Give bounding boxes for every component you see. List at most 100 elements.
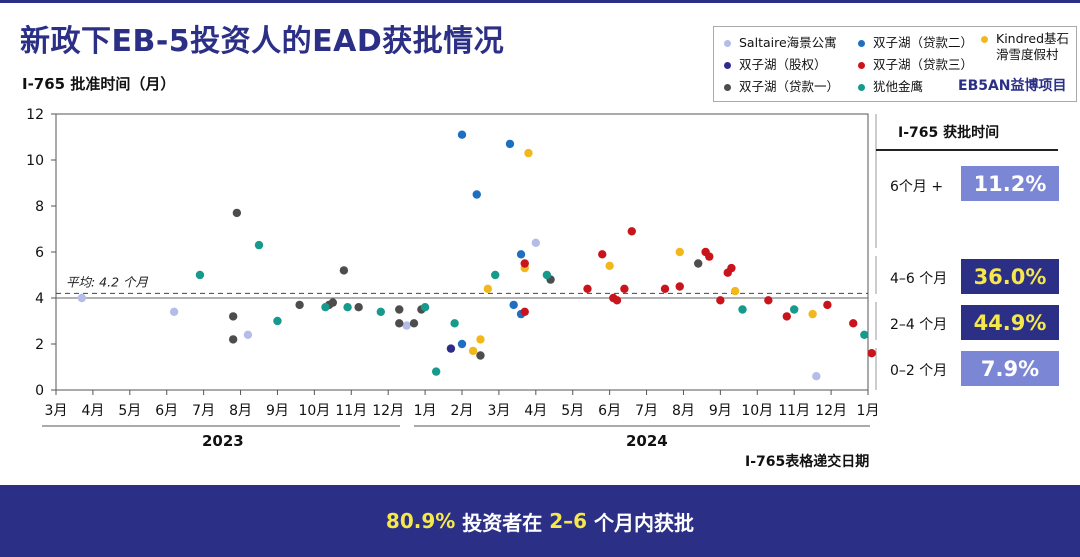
data-point-series-5 (228, 312, 238, 321)
legend-item-twin-lakes-equity: 双子湖（股权） (724, 57, 827, 73)
data-point-series-5 (395, 319, 404, 328)
top-accent-line (0, 0, 1080, 3)
data-point-series-4 (764, 296, 773, 305)
y-tick-label: 8 (35, 199, 44, 215)
data-point-series-4 (705, 252, 714, 261)
data-point-series-4 (627, 227, 636, 236)
data-point-series-6 (542, 270, 552, 280)
legend-item-kindred: Kindred基石滑雪度假村 (981, 31, 1073, 63)
data-point-series-2 (675, 247, 684, 257)
x-tick-label: 6月 (598, 403, 621, 419)
legend-label: 犹他金鹰 (873, 79, 924, 94)
data-point-series-5 (409, 319, 419, 328)
x-tick-label: 2月 (451, 403, 474, 419)
band-value-6plus: 11.2% (961, 166, 1059, 201)
legend-label: 双子湖（贷款三） (873, 57, 974, 72)
data-point-series-0 (243, 330, 253, 339)
data-point-series-5 (328, 298, 338, 307)
data-point-series-2 (808, 309, 817, 319)
x-tick-label: 8月 (672, 403, 695, 419)
data-point-series-4 (727, 263, 736, 273)
x-tick-label: 8月 (229, 403, 252, 419)
banner-text-2: 个月内获批 (587, 510, 695, 535)
legend-item-utah-golden-eagle: 犹他金鹰 (858, 79, 923, 95)
y-tick-label: 6 (35, 245, 44, 261)
data-point-series-5 (339, 266, 349, 275)
x-tick-label: 3月 (45, 403, 68, 419)
x-tick-label: 4月 (524, 403, 547, 419)
band-label-2-4: 2–4 个月 (890, 317, 948, 333)
page-title: 新政下EB-5投资人的EAD获批情况 (20, 24, 505, 59)
legend-marker (724, 84, 731, 91)
legend-label: 双子湖（贷款二） (873, 35, 974, 50)
x-tick-label: 11月 (335, 403, 367, 419)
data-point-series-6 (376, 307, 385, 316)
banner-text-1: 投资者在 (455, 510, 550, 535)
data-point-series-5 (476, 351, 485, 360)
banner-range: 2–6 (549, 509, 588, 533)
year-label-2024: 2024 (626, 432, 668, 450)
data-point-series-4 (823, 300, 832, 310)
x-tick-label: 4月 (81, 403, 104, 419)
summary-banner: 80.9% 投资者在 2–6 个月内获批 (0, 485, 1080, 557)
brand-label: EB5AN益博项目 (958, 78, 1067, 94)
x-tick-label: 9月 (266, 403, 289, 419)
y-tick-label: 12 (26, 107, 44, 123)
data-point-series-4 (520, 259, 529, 268)
band-label-0-2: 0–2 个月 (890, 363, 948, 379)
x-tick-label: 9月 (709, 403, 732, 419)
side-panel-title: I-765 获批时间 (898, 125, 1000, 141)
x-tick-label: 5月 (118, 403, 141, 419)
data-point-series-6 (450, 319, 459, 328)
band-label-6plus: 6个月 + (890, 179, 944, 195)
data-point-series-4 (598, 250, 607, 259)
data-point-series-0 (402, 321, 411, 330)
legend-label: Saltaire海景公寓 (739, 35, 837, 50)
data-point-series-6 (431, 367, 441, 376)
plot-frame (55, 113, 869, 391)
legend-marker (858, 84, 865, 91)
legend-item-twin-lakes-loan-1: 双子湖（贷款一） (724, 79, 839, 95)
data-point-series-1 (457, 130, 467, 139)
data-point-series-6 (254, 240, 264, 250)
data-point-series-0 (169, 307, 179, 316)
legend-label: 双子湖（股权） (739, 57, 827, 72)
data-point-series-4 (675, 282, 684, 291)
y-tick-label: 2 (35, 337, 44, 353)
x-tick-label: 12月 (815, 403, 847, 419)
x-tick-label: 1月 (857, 403, 880, 419)
data-point-series-4 (612, 296, 622, 305)
data-point-series-4 (849, 319, 858, 328)
data-point-series-6 (321, 303, 330, 312)
data-point-series-1 (457, 339, 467, 349)
y-tick-label: 0 (35, 383, 44, 399)
side-panel-rule (876, 149, 1058, 151)
data-point-series-0 (812, 372, 821, 381)
data-point-series-6 (789, 305, 799, 314)
data-point-series-4 (782, 312, 791, 321)
data-point-series-6 (860, 330, 869, 339)
data-point-series-6 (738, 305, 747, 314)
data-point-series-2 (605, 261, 614, 270)
data-point-series-5 (354, 303, 363, 312)
legend-marker (724, 62, 731, 69)
band-value-2-4: 44.9% (961, 305, 1059, 340)
data-point-series-2 (476, 335, 485, 344)
x-tick-label: 1月 (414, 403, 437, 419)
x-tick-label: 5月 (561, 403, 584, 419)
band-label-4-6: 4–6 个月 (890, 271, 948, 287)
x-tick-label: 3月 (487, 403, 510, 419)
legend-item-twin-lakes-loan-3: 双子湖（贷款三） (858, 57, 973, 73)
data-point-series-5 (694, 259, 703, 268)
data-point-series-4 (660, 284, 670, 293)
data-point-series-1 (472, 190, 481, 199)
data-point-series-4 (520, 307, 529, 316)
data-point-series-0 (531, 238, 541, 247)
band-value-0-2: 7.9% (961, 351, 1059, 386)
data-point-series-6 (491, 270, 500, 280)
y-tick-label: 4 (35, 291, 44, 307)
data-point-series-4 (620, 284, 629, 293)
data-point-series-0 (77, 293, 87, 303)
legend-label: Kindred基石滑雪度假村 (996, 31, 1070, 62)
y-axis-title: I-765 批准时间（月） (22, 75, 176, 93)
